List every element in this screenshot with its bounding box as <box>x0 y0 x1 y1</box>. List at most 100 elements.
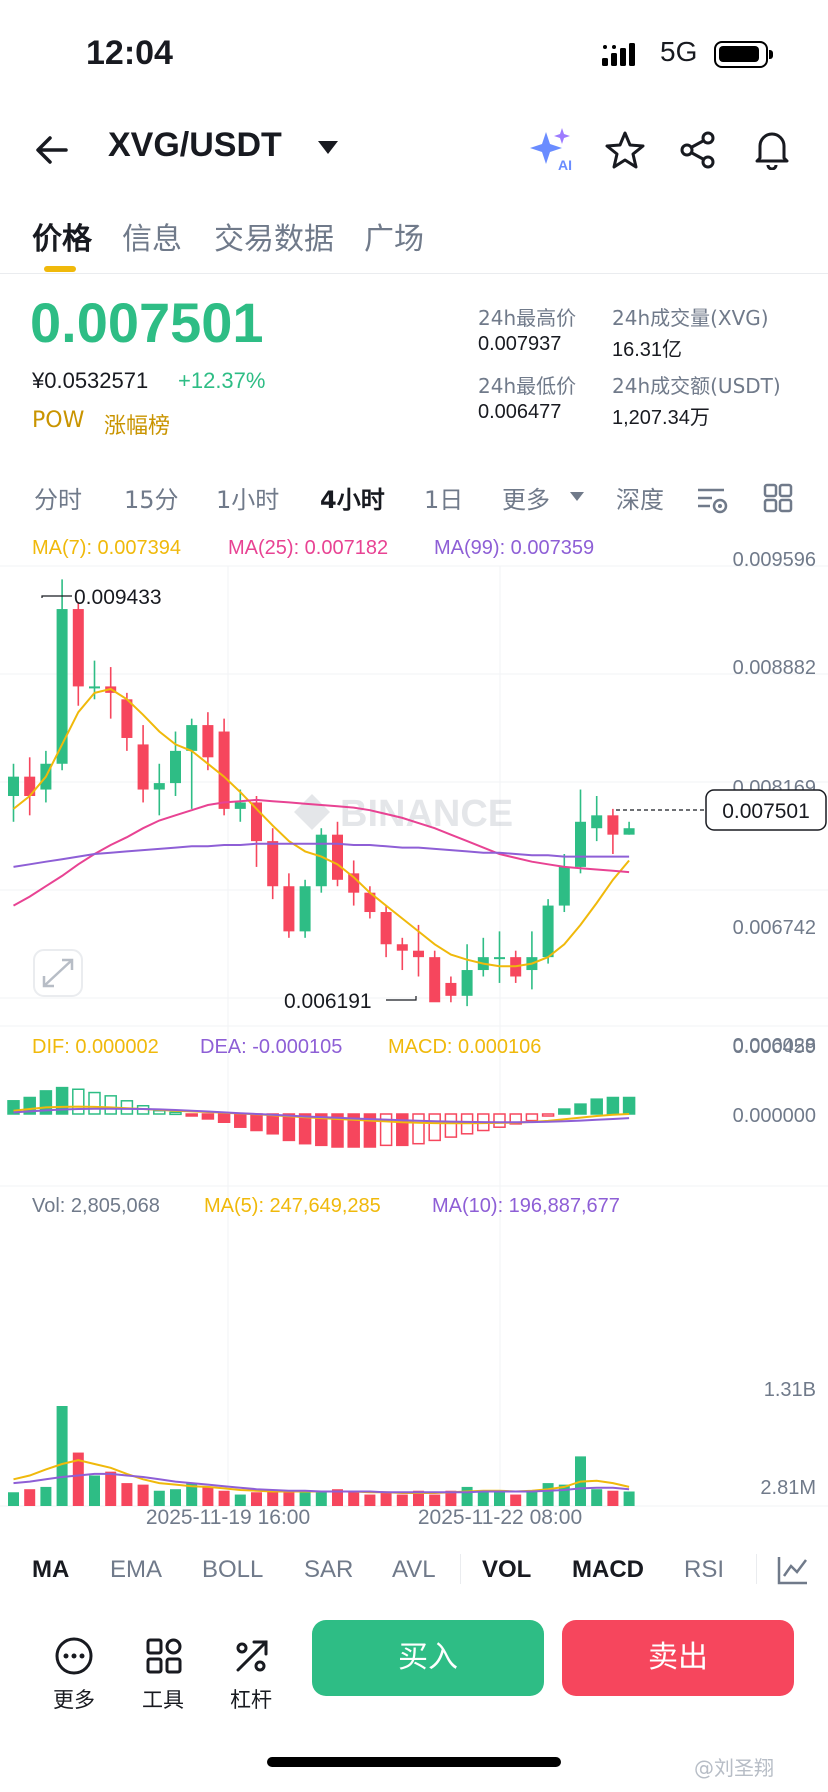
macd-bar-10 <box>169 1111 182 1116</box>
ma25-label: MA(25): 0.007182 <box>228 537 388 559</box>
indicator-ma[interactable]: MA <box>32 1556 70 1583</box>
candle-25 <box>413 924 424 977</box>
interval-bar: 分时 15分 1小时 4小时 1日 更多 深度 <box>0 474 828 526</box>
y-tick-3: 0.006742 <box>733 917 816 939</box>
favorite-star-icon[interactable] <box>604 130 646 170</box>
indicator-ema[interactable]: EMA <box>110 1556 163 1583</box>
candle-15 <box>251 795 262 867</box>
candle-19 <box>315 828 327 893</box>
expand-icon[interactable] <box>33 949 83 997</box>
candle-body-0 <box>8 776 19 796</box>
tab-price[interactable]: 价格 <box>32 222 92 257</box>
pair-dropdown-icon[interactable] <box>316 138 340 158</box>
candle-body-8 <box>137 744 149 790</box>
tab-info[interactable]: 信息 <box>122 222 182 257</box>
interval-depth[interactable]: 深度 <box>616 486 664 514</box>
vol-bar-37 <box>607 1490 619 1506</box>
candle-body-14 <box>234 802 246 809</box>
interval-timeline[interactable]: 分时 <box>34 486 82 514</box>
candle-body-3 <box>56 609 68 764</box>
vol-bar-10 <box>170 1489 181 1506</box>
candle-38 <box>623 821 635 835</box>
interval-1d[interactable]: 1日 <box>424 486 464 514</box>
macd-bar-30 <box>493 1113 506 1128</box>
vol-bar-2 <box>40 1486 52 1506</box>
low-label: 24h最低价 <box>478 374 577 398</box>
indicator-sar[interactable]: SAR <box>304 1556 354 1583</box>
vol-bar-5 <box>89 1475 100 1506</box>
indicator-rsi[interactable]: RSI <box>684 1556 725 1583</box>
network-type: 5G <box>660 36 698 67</box>
vol-bar-30 <box>494 1492 505 1506</box>
vol-bar-22 <box>364 1494 376 1506</box>
candle-17 <box>283 873 295 938</box>
macd-bar-23 <box>379 1113 393 1147</box>
candle-body-11 <box>186 725 198 751</box>
vol-bar-33 <box>542 1483 554 1506</box>
tools-label[interactable]: 工具 <box>142 1688 184 1712</box>
macd-bar-9 <box>153 1109 166 1115</box>
vol-ma10-label: MA(10): 196,887,677 <box>432 1195 620 1217</box>
vol-label: Vol: 2,805,068 <box>32 1195 160 1217</box>
indicator-boll[interactable]: BOLL <box>202 1556 264 1583</box>
interval-15m[interactable]: 15分 <box>124 486 179 514</box>
tag-pow[interactable]: POW <box>32 408 85 433</box>
macd-tick-1: 0.000000 <box>733 1105 816 1127</box>
ai-sparkle-icon[interactable]: AI <box>528 126 576 174</box>
macd-bar-12 <box>201 1113 215 1120</box>
candle-32 <box>526 931 538 990</box>
macd-bar-16 <box>266 1113 279 1135</box>
macd-tick-0: 0.000459 <box>733 1036 816 1058</box>
more-label[interactable]: 更多 <box>53 1688 95 1712</box>
interval-more[interactable]: 更多 <box>502 486 550 514</box>
tab-trading-data[interactable]: 交易数据 <box>214 222 334 257</box>
macd-bar-19 <box>315 1113 328 1147</box>
tools-icon[interactable] <box>144 1636 184 1676</box>
vol-tick-1: 2.81M <box>760 1477 816 1499</box>
kline-chart[interactable]: BINANCE MA(7): 0.007394 MA(25): 0.007182… <box>0 526 828 1536</box>
macd-dif-label: DIF: 0.000002 <box>32 1036 159 1058</box>
vol-bar-29 <box>477 1490 489 1506</box>
high-marker-text: 0.009433 <box>74 586 162 609</box>
macd-bar-25 <box>412 1113 425 1145</box>
macd-bar-0 <box>7 1100 20 1115</box>
vol-bar-13 <box>218 1490 230 1506</box>
indicator-macd[interactable]: MACD <box>572 1556 644 1583</box>
interval-1h[interactable]: 1小时 <box>216 486 280 514</box>
vol-bar-26 <box>429 1494 441 1506</box>
candle-37 <box>607 808 619 855</box>
candle-body-37 <box>607 815 619 835</box>
layout-grid-icon[interactable] <box>762 482 794 514</box>
indicator-avl[interactable]: AVL <box>392 1556 436 1583</box>
interval-4h[interactable]: 4小时 <box>320 486 385 514</box>
candle-body-22 <box>364 892 376 913</box>
vol-bar-18 <box>299 1490 311 1506</box>
indicator-chart-icon[interactable] <box>776 1554 810 1586</box>
candle-body-18 <box>299 886 311 932</box>
candle-29 <box>477 937 489 977</box>
sell-button[interactable]: 卖出 <box>562 1620 794 1696</box>
indicator-settings-icon[interactable] <box>694 484 730 516</box>
macd-bar-37 <box>606 1096 620 1115</box>
tab-square[interactable]: 广场 <box>364 222 424 257</box>
back-arrow-icon[interactable] <box>34 132 70 168</box>
pair-title[interactable]: XVG/USDT <box>108 126 282 164</box>
vol-bar-11 <box>186 1483 198 1506</box>
vol-bar-32 <box>526 1490 538 1506</box>
candle-34 <box>558 854 570 913</box>
candle-36 <box>591 795 603 842</box>
indicator-vol[interactable]: VOL <box>482 1556 532 1583</box>
leverage-icon[interactable] <box>232 1636 272 1676</box>
candle-body-30 <box>494 957 505 960</box>
candle-body-10 <box>170 750 181 784</box>
buy-button[interactable]: 买入 <box>312 1620 544 1696</box>
share-icon[interactable] <box>678 130 718 170</box>
bell-alert-icon[interactable] <box>752 128 792 170</box>
tag-gainers[interactable]: 涨幅榜 <box>104 414 171 439</box>
candle-6 <box>105 667 117 719</box>
macd-bar-2 <box>39 1090 53 1115</box>
macd-bar-32 <box>525 1113 539 1122</box>
macd-bar-17 <box>282 1113 296 1142</box>
leverage-label[interactable]: 杠杆 <box>230 1688 272 1712</box>
more-dots-icon[interactable] <box>54 1636 94 1676</box>
